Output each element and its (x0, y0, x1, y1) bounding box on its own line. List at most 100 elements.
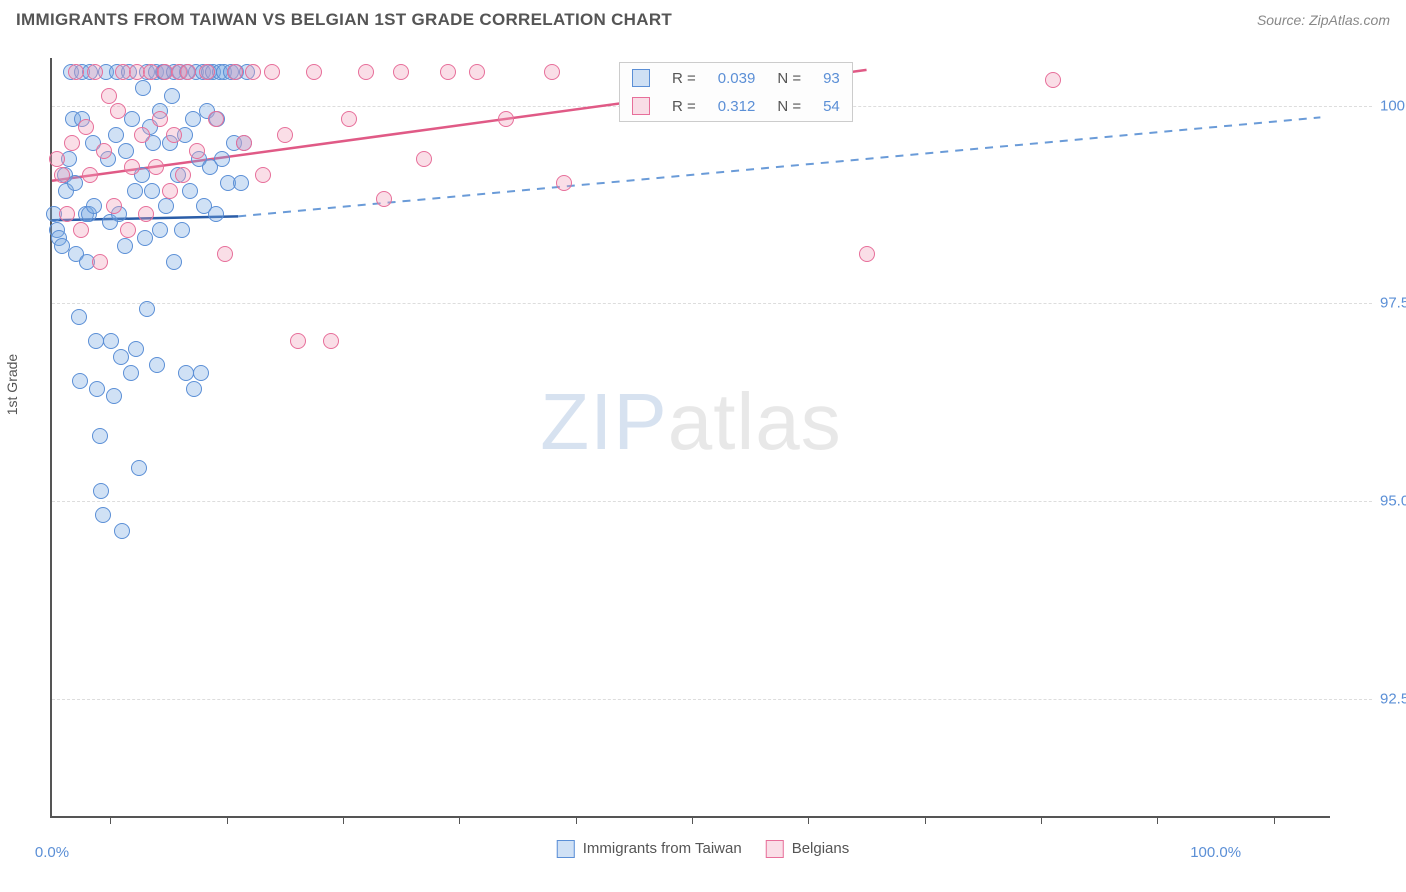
data-point-belgians (323, 333, 339, 349)
data-point-belgians (54, 167, 70, 183)
data-point-taiwan (128, 341, 144, 357)
data-point-taiwan (152, 222, 168, 238)
data-point-belgians (166, 127, 182, 143)
data-point-taiwan (139, 301, 155, 317)
data-point-belgians (236, 135, 252, 151)
data-point-belgians (87, 64, 103, 80)
data-point-belgians (101, 88, 117, 104)
data-point-belgians (96, 143, 112, 159)
data-point-taiwan (124, 111, 140, 127)
data-point-belgians (73, 222, 89, 238)
data-point-taiwan (72, 373, 88, 389)
data-point-belgians (416, 151, 432, 167)
x-tick-label: 100.0% (1190, 844, 1241, 861)
data-point-belgians (106, 198, 122, 214)
legend-swatch-taiwan (632, 69, 650, 87)
data-point-belgians (162, 183, 178, 199)
data-point-taiwan (158, 198, 174, 214)
r-label: R = (662, 65, 706, 91)
trend-layer (52, 58, 1392, 818)
data-point-taiwan (113, 349, 129, 365)
data-point-taiwan (149, 357, 165, 373)
data-point-taiwan (135, 80, 151, 96)
data-point-belgians (189, 143, 205, 159)
data-point-taiwan (178, 365, 194, 381)
data-point-taiwan (166, 254, 182, 270)
data-point-taiwan (103, 333, 119, 349)
data-point-taiwan (88, 333, 104, 349)
data-point-belgians (245, 64, 261, 80)
plot-area: ZIPatlas 92.5%95.0%97.5%100.0%0.0%100.0%… (50, 58, 1330, 818)
data-point-taiwan (144, 183, 160, 199)
data-point-belgians (1045, 72, 1061, 88)
correlation-legend: R =0.039N =93R =0.312N =54 (619, 62, 853, 122)
data-point-belgians (59, 206, 75, 222)
data-point-belgians (440, 64, 456, 80)
data-point-belgians (544, 64, 560, 80)
data-point-belgians (376, 191, 392, 207)
data-point-taiwan (106, 388, 122, 404)
series-legend: Immigrants from TaiwanBelgians (533, 840, 849, 858)
data-point-taiwan (186, 381, 202, 397)
data-point-belgians (148, 159, 164, 175)
data-point-belgians (469, 64, 485, 80)
legend-swatch-taiwan (557, 840, 575, 858)
data-point-belgians (78, 119, 94, 135)
chart-title: IMMIGRANTS FROM TAIWAN VS BELGIAN 1ST GR… (16, 10, 672, 30)
data-point-belgians (393, 64, 409, 80)
data-point-belgians (306, 64, 322, 80)
n-value-taiwan: 93 (813, 65, 850, 91)
data-point-taiwan (123, 365, 139, 381)
n-label: N = (767, 65, 811, 91)
data-point-taiwan (214, 151, 230, 167)
data-point-taiwan (86, 198, 102, 214)
data-point-belgians (49, 151, 65, 167)
legend-swatch-belgians (766, 840, 784, 858)
data-point-taiwan (95, 507, 111, 523)
data-point-taiwan (193, 365, 209, 381)
n-label: N = (767, 93, 811, 119)
chart-container: 1st Grade ZIPatlas 92.5%95.0%97.5%100.0%… (40, 58, 1380, 818)
data-point-taiwan (108, 127, 124, 143)
data-point-taiwan (164, 88, 180, 104)
data-point-taiwan (93, 483, 109, 499)
data-point-belgians (255, 167, 271, 183)
data-point-belgians (208, 111, 224, 127)
x-tick-label: 0.0% (35, 844, 69, 861)
data-point-belgians (110, 103, 126, 119)
r-label: R = (662, 93, 706, 119)
data-point-belgians (341, 111, 357, 127)
data-point-belgians (217, 246, 233, 262)
data-point-belgians (199, 64, 215, 80)
data-point-taiwan (118, 143, 134, 159)
data-point-belgians (138, 206, 154, 222)
data-point-belgians (180, 64, 196, 80)
legend-label-belgians: Belgians (792, 840, 850, 857)
data-point-belgians (498, 111, 514, 127)
y-axis-label: 1st Grade (4, 354, 20, 415)
data-point-belgians (290, 333, 306, 349)
data-point-belgians (556, 175, 572, 191)
data-point-belgians (227, 64, 243, 80)
data-point-taiwan (89, 381, 105, 397)
data-point-taiwan (71, 309, 87, 325)
data-point-belgians (68, 64, 84, 80)
data-point-belgians (859, 246, 875, 262)
data-point-taiwan (174, 222, 190, 238)
data-point-belgians (134, 127, 150, 143)
data-point-taiwan (131, 460, 147, 476)
data-point-belgians (264, 64, 280, 80)
legend-swatch-belgians (632, 97, 650, 115)
n-value-belgians: 54 (813, 93, 850, 119)
data-point-belgians (120, 222, 136, 238)
source-attribution: Source: ZipAtlas.com (1257, 12, 1390, 28)
data-point-taiwan (182, 183, 198, 199)
data-point-belgians (152, 111, 168, 127)
data-point-belgians (124, 159, 140, 175)
r-value-belgians: 0.312 (708, 93, 766, 119)
data-point-belgians (92, 254, 108, 270)
data-point-belgians (175, 167, 191, 183)
data-point-taiwan (114, 523, 130, 539)
data-point-belgians (82, 167, 98, 183)
data-point-taiwan (117, 238, 133, 254)
